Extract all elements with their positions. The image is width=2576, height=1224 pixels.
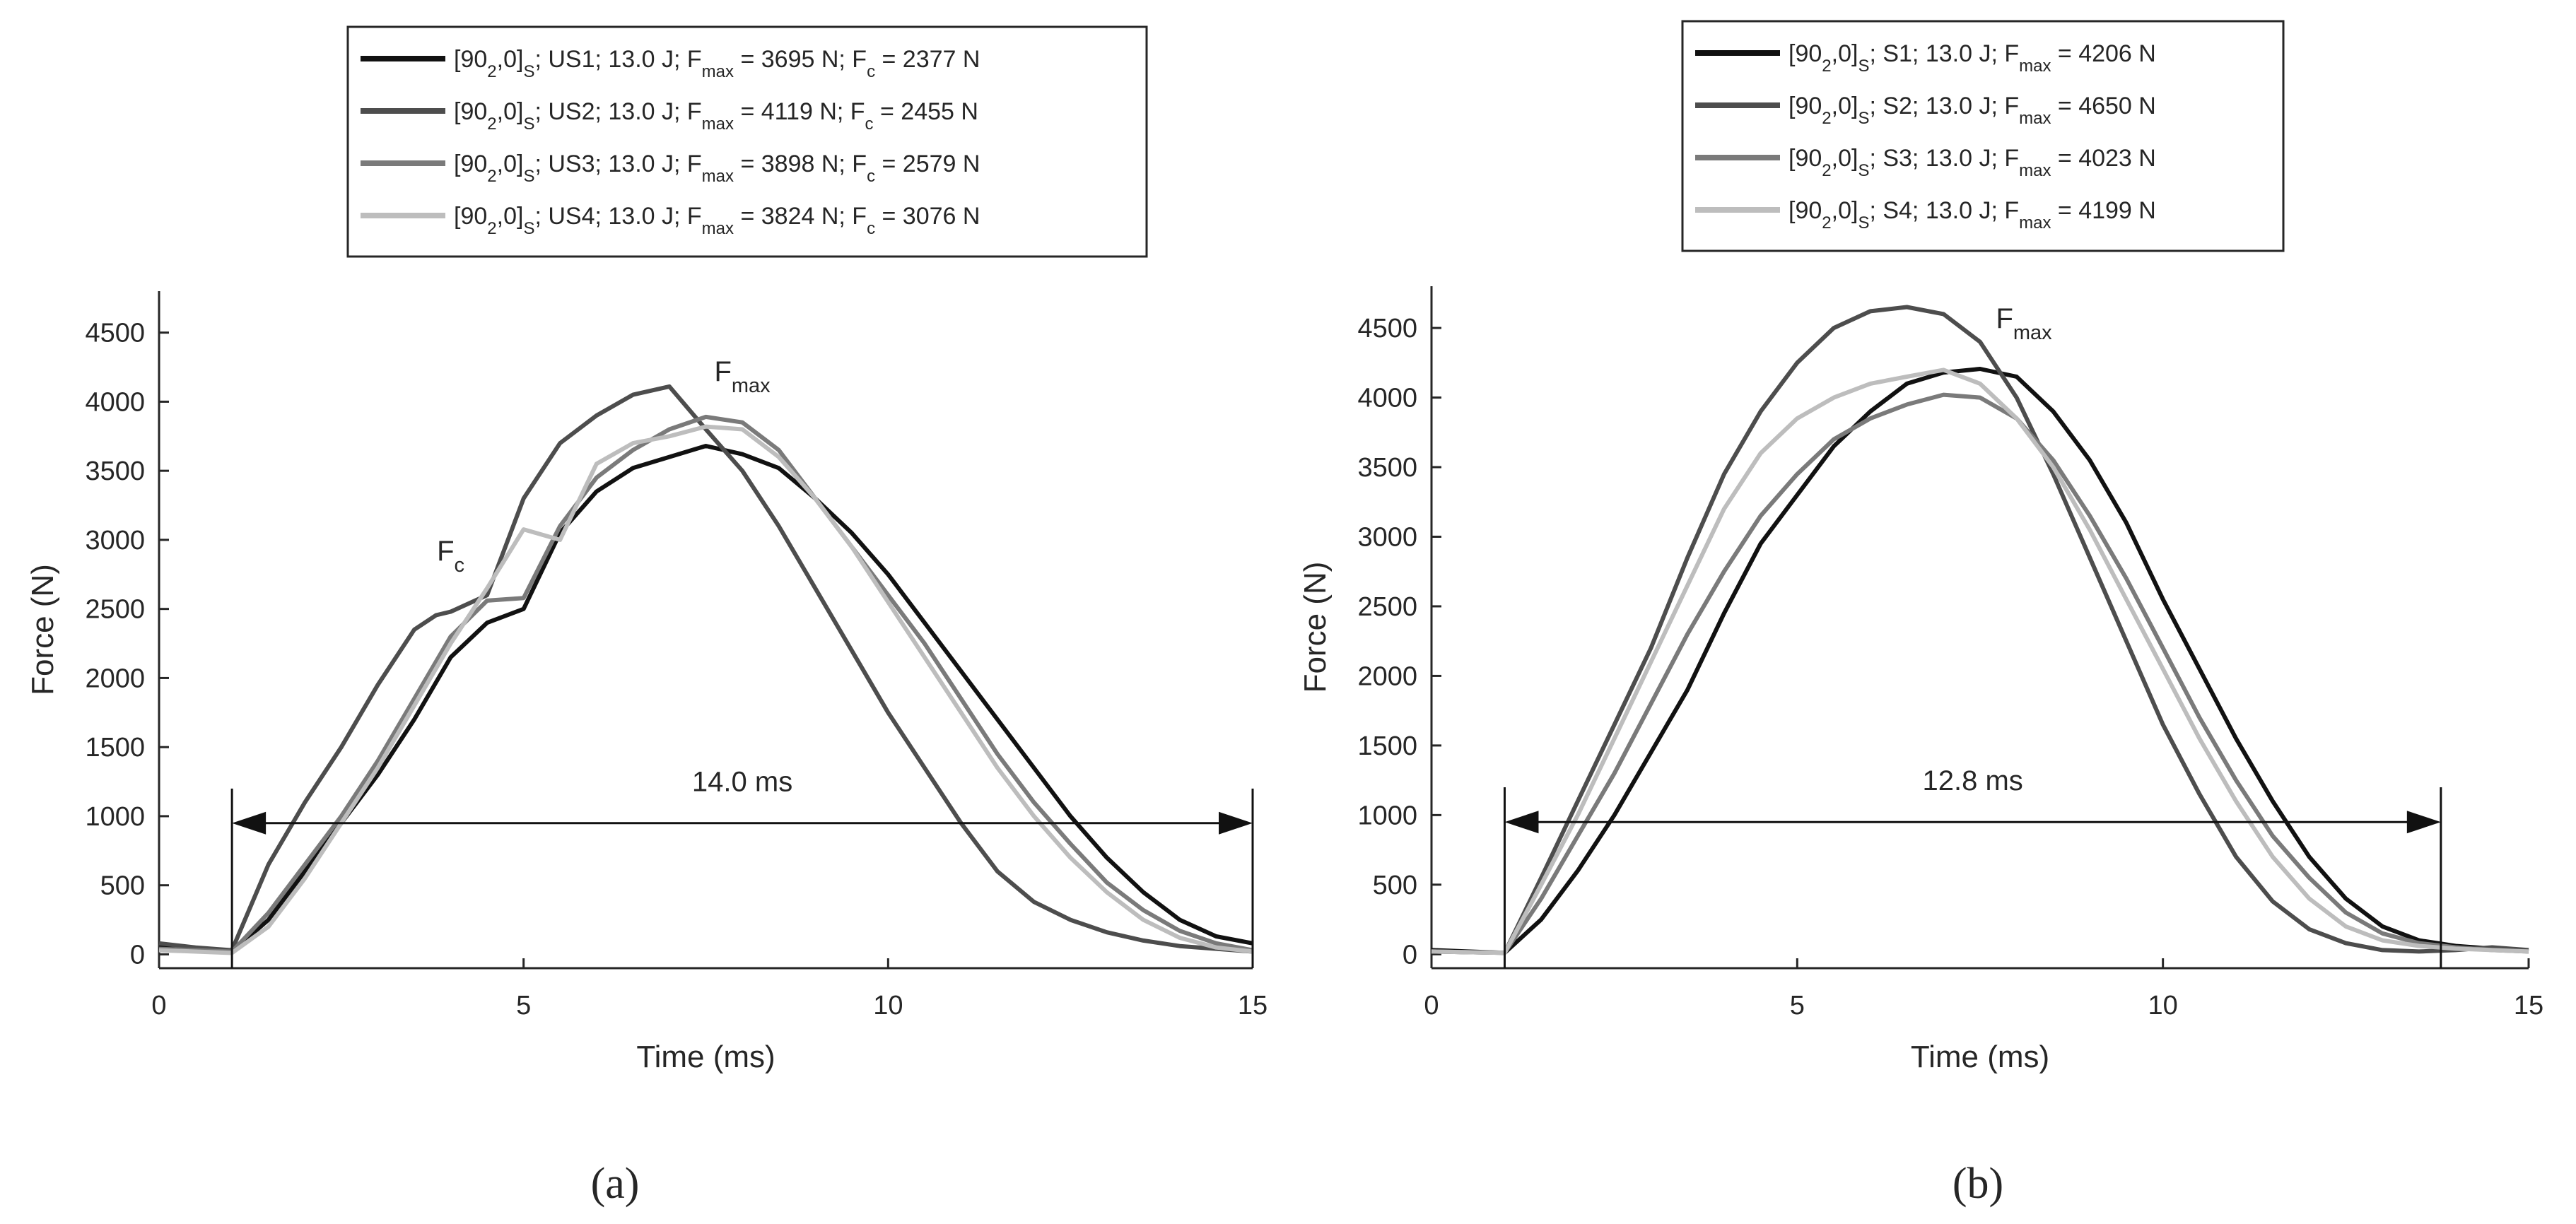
y-tick-label: 3000 <box>1357 522 1417 552</box>
y-tick-label: 4000 <box>1357 384 1417 413</box>
series-line-s4 <box>1431 367 2529 955</box>
panel-b: 0 5 10 15 0 500 1000 1500 2000 2500 3000 3500 4000 45… <box>1298 20 2543 1208</box>
duration-label: 14.0 ms <box>692 767 792 798</box>
y-axis-label: Force (N) <box>1298 562 1333 693</box>
x-tick-label: 15 <box>1238 991 1267 1020</box>
legend: [902,0]S; S1; 13.0 J; Fmax = 4206 N [902,… <box>1681 20 2285 252</box>
y-tick-label: 2500 <box>85 595 145 625</box>
y-tick-label: 0 <box>1403 940 1417 970</box>
duration-label: 12.8 ms <box>1923 765 2023 796</box>
y-tick-label: 3500 <box>1357 453 1417 483</box>
y-tick-label: 1000 <box>1357 801 1417 830</box>
arrowhead-right-icon <box>1219 811 1253 835</box>
series-line-s1 <box>1431 367 2529 955</box>
legend-entry-us2: [902,0]S; US2; 13.0 J; Fmax = 4119 N; Fc… <box>454 98 978 134</box>
y-tick-label: 4500 <box>1357 314 1417 343</box>
series-line-s3 <box>1431 392 2529 955</box>
legend-entry-s2: [902,0]S; S2; 13.0 J; Fmax = 4650 N <box>1788 93 2156 128</box>
x-axis-label: Time (ms) <box>636 1040 775 1074</box>
x-axis-label: Time (ms) <box>1911 1040 2049 1074</box>
panel-label: (a) <box>591 1160 640 1208</box>
x-tick-label: 5 <box>516 991 531 1020</box>
legend-entry-s4: [902,0]S; S4; 13.0 J; Fmax = 4199 N <box>1788 197 2156 233</box>
y-tick-label: 500 <box>1373 871 1417 900</box>
y-tick-label: 1000 <box>85 802 145 832</box>
y-tick-label: 2000 <box>85 664 145 693</box>
x-tick-label: 5 <box>1790 991 1805 1020</box>
panel-label: (b) <box>1953 1160 2003 1208</box>
y-tick-label: 1500 <box>85 733 145 763</box>
legend-entry-us1: [902,0]S; US1; 13.0 J; Fmax = 3695 N; Fc… <box>454 46 980 81</box>
legend-entry-s3: [902,0]S; S3; 13.0 J; Fmax = 4023 N <box>1788 145 2156 180</box>
y-tick-label: 1500 <box>1357 731 1417 761</box>
arrowhead-right-icon <box>2406 811 2441 834</box>
annotation-max: Fmax <box>714 356 771 397</box>
arrowhead-left-icon <box>232 811 267 835</box>
legend: [902,0]S; US1; 13.0 J; Fmax = 3695 N; Fc… <box>346 25 1148 258</box>
annotation-c: Fc <box>437 536 464 577</box>
y-axis-label: Force (N) <box>25 564 60 695</box>
x-tick-label: 10 <box>2148 991 2178 1020</box>
panel-a: 0 5 10 15 0 500 1000 1500 2000 2500 3000 3500 4000 45… <box>25 25 1267 1208</box>
y-tick-label: 4500 <box>85 319 145 348</box>
arrowhead-left-icon <box>1504 811 1539 834</box>
annotation-max: Fmax <box>1996 303 2052 344</box>
y-tick-label: 4000 <box>85 387 145 417</box>
x-tick-label: 0 <box>151 991 166 1020</box>
series-line-us2 <box>158 384 1253 954</box>
legend-box <box>346 25 1148 258</box>
y-tick-label: 2500 <box>1357 592 1417 622</box>
legend-entry-us3: [902,0]S; US3; 13.0 J; Fmax = 3898 N; Fc… <box>454 151 980 186</box>
legend-entry-us4: [902,0]S; US4; 13.0 J; Fmax = 3824 N; Fc… <box>454 203 980 238</box>
y-tick-label: 3000 <box>85 526 145 555</box>
y-tick-label: 0 <box>130 940 145 970</box>
y-tick-label: 3500 <box>85 457 145 486</box>
series-line-s2 <box>1431 305 2529 955</box>
series-line-us4 <box>158 424 1253 955</box>
series-line-us3 <box>158 414 1253 954</box>
legend-entry-s1: [902,0]S; S1; 13.0 J; Fmax = 4206 N <box>1788 40 2156 76</box>
x-tick-label: 15 <box>2514 991 2543 1020</box>
legend-box <box>1681 20 2285 252</box>
y-tick-label: 500 <box>100 871 145 901</box>
x-tick-label: 0 <box>1424 991 1439 1020</box>
x-tick-label: 10 <box>873 991 903 1020</box>
y-tick-label: 2000 <box>1357 661 1417 691</box>
